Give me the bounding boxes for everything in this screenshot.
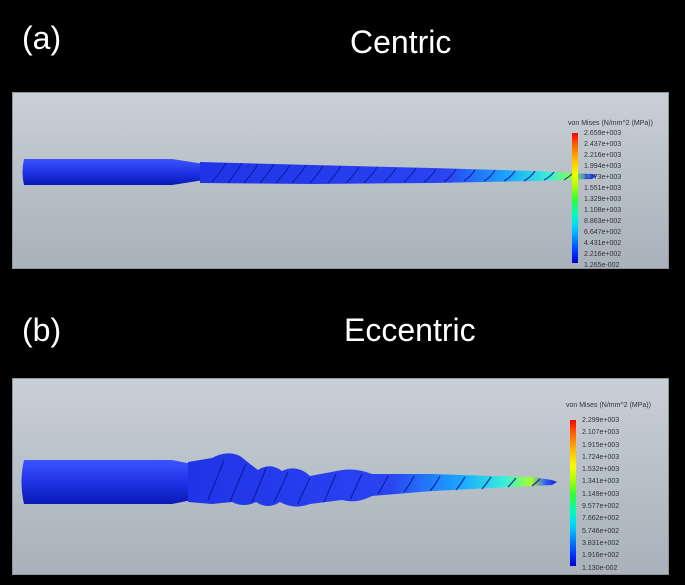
panel-a-title: Centric — [350, 24, 452, 60]
legend-color-bar — [570, 420, 576, 566]
legend-value: 2.659e+003 — [584, 130, 622, 137]
legend-value: 1.329e+003 — [584, 196, 622, 203]
legend-value: 1.130e-002 — [582, 564, 618, 572]
legend-color-bar — [572, 133, 578, 263]
legend-value: 1.994e+003 — [584, 163, 622, 170]
centric-fluted-part — [200, 162, 597, 184]
legend-value: 1.916e+002 — [582, 552, 620, 560]
legend-value: 2.216e+002 — [584, 251, 622, 258]
legend-value: 9.577e+002 — [582, 503, 620, 511]
legend-title: von Mises (N/mm^2 (MPa)) — [568, 120, 653, 127]
legend-value: 1.532e+003 — [582, 466, 620, 474]
legend-value: 1.108e+003 — [584, 207, 622, 214]
legend-value: 5.746e+002 — [582, 527, 620, 535]
legend-value: 1.773e+003 — [584, 174, 622, 181]
eccentric-shank — [21, 460, 192, 504]
legend-value: 6.647e+002 — [584, 229, 622, 236]
legend-value: 2.437e+003 — [584, 141, 622, 148]
legend-value: 1.149e+003 — [582, 490, 620, 498]
eccentric-flute-edges — [207, 459, 541, 505]
eccentric-fluted-part — [188, 453, 557, 507]
legend-value: 1.915e+003 — [582, 441, 620, 449]
legend-value: 3.831e+002 — [582, 539, 620, 547]
legend-value: 2.216e+003 — [584, 152, 622, 159]
legend-value: 4.431e+002 — [584, 240, 622, 247]
panel-b-label: (b) — [22, 312, 62, 348]
legend-value: 1.341e+003 — [582, 478, 620, 486]
centric-flute-edges — [211, 162, 574, 184]
legend-value: 1.265e-002 — [584, 262, 620, 269]
viewport-eccentric: von Mises (N/mm^2 (MPa)) 2.299e+003 2.10… — [12, 378, 669, 575]
viewport-centric: von Mises (N/mm^2 (MPa)) 2.659e+003 2.43… — [12, 92, 669, 269]
eccentric-file-model — [21, 453, 557, 507]
legend-values: 2.299e+003 2.107e+003 1.915e+003 1.724e+… — [582, 415, 619, 575]
panel-b-title: Eccentric — [344, 312, 476, 348]
legend-value: 1.551e+003 — [584, 185, 622, 192]
legend-value: 7.662e+002 — [582, 515, 620, 523]
legend-value: 2.107e+003 — [582, 429, 620, 437]
legend-value: 2.299e+003 — [582, 417, 620, 424]
legend-value: 8.863e+002 — [584, 218, 622, 225]
centric-file-model — [22, 159, 597, 185]
legend-value: 1.724e+003 — [582, 453, 620, 461]
legend-title: von Mises (N/mm^2 (MPa)) — [566, 402, 651, 409]
legend-values: 2.659e+003 2.437e+003 2.216e+003 1.994e+… — [584, 128, 621, 271]
panel-a-label: (a) — [22, 20, 62, 56]
centric-shank — [22, 159, 204, 185]
